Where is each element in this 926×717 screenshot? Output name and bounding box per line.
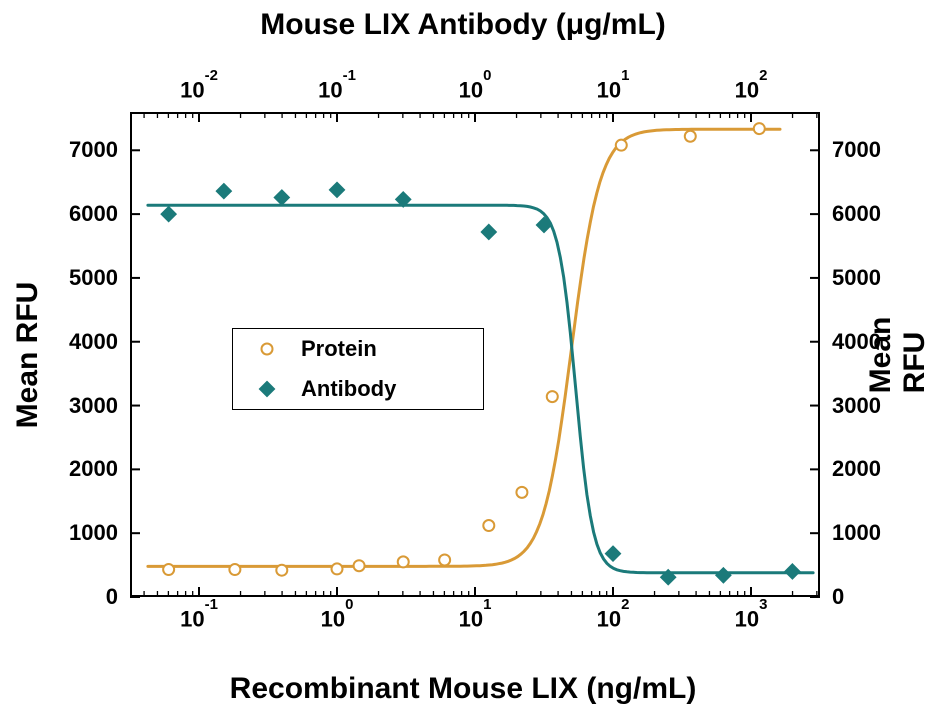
legend-row-antibody: Antibody: [233, 369, 483, 409]
tick-label: 101: [597, 76, 630, 103]
tick-label: 101: [459, 605, 492, 632]
tick-label: 2000: [832, 456, 881, 482]
tick-label: 100: [459, 76, 492, 103]
tick-label: 102: [597, 605, 630, 632]
legend-swatch-protein: [247, 337, 287, 361]
tick-label: 1000: [832, 520, 881, 546]
tick-label: 4000: [832, 329, 881, 355]
tick-label: 10-1: [180, 605, 218, 632]
tick-label: 3000: [69, 393, 118, 419]
legend-swatch-antibody: [247, 377, 287, 401]
tick-label: 0: [832, 584, 844, 610]
tick-label: 2000: [69, 456, 118, 482]
tick-label: 3000: [832, 393, 881, 419]
legend-row-protein: Protein: [233, 329, 483, 369]
tick-label: 5000: [832, 265, 881, 291]
tick-label: 10-1: [318, 76, 356, 103]
tick-label: 6000: [69, 201, 118, 227]
tick-label: 103: [735, 605, 768, 632]
chart-figure: Mouse LIX Antibody (μg/mL) Recombinant M…: [0, 0, 926, 717]
tick-label: 100: [321, 605, 354, 632]
legend-label-antibody: Antibody: [301, 376, 396, 402]
tick-label: 7000: [69, 137, 118, 163]
tick-label: 10-2: [180, 76, 218, 103]
tick-label: 102: [735, 76, 768, 103]
tick-label: 1000: [69, 520, 118, 546]
tick-label: 4000: [69, 329, 118, 355]
tick-label: 6000: [832, 201, 881, 227]
tick-label: 0: [106, 584, 118, 610]
tick-label: 7000: [832, 137, 881, 163]
legend-label-protein: Protein: [301, 336, 377, 362]
tick-label: 5000: [69, 265, 118, 291]
legend: Protein Antibody: [232, 328, 484, 410]
